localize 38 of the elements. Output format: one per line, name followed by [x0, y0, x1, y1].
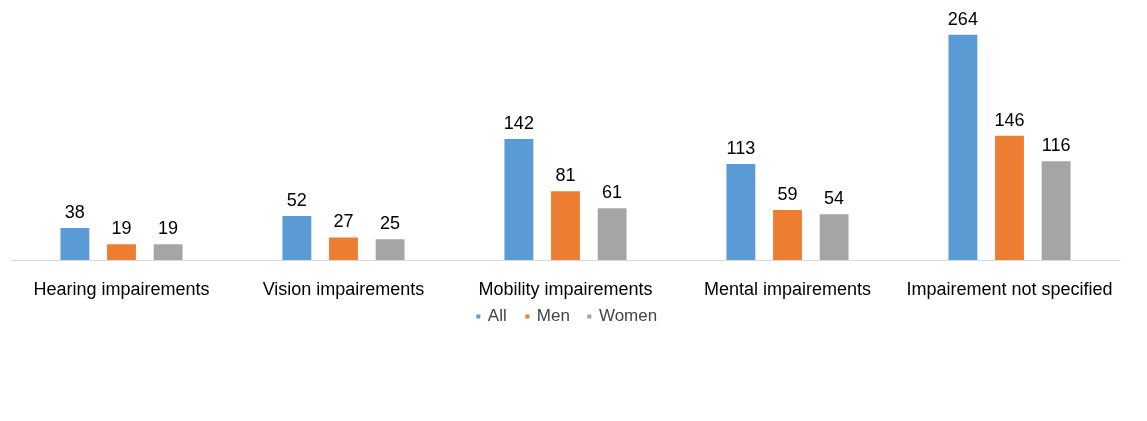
- data-label: 61: [602, 182, 623, 203]
- x-tick-label: Mental impairements: [703, 278, 872, 299]
- data-label: 38: [64, 202, 85, 223]
- data-label: 52: [286, 190, 307, 211]
- bar: [995, 135, 1024, 261]
- bar: [107, 244, 136, 261]
- data-label: 19: [158, 218, 179, 239]
- legend-label: All: [487, 306, 508, 326]
- bar: [60, 228, 90, 261]
- x-tick-label: Hearing impairements: [33, 278, 210, 299]
- bar: [504, 139, 534, 261]
- bar: [819, 214, 849, 261]
- bar: [375, 239, 405, 261]
- bar: [597, 208, 627, 261]
- data-label: 142: [503, 113, 534, 134]
- data-label: 264: [947, 8, 978, 29]
- data-label: 19: [111, 218, 132, 239]
- bar: [282, 216, 312, 261]
- bar: [153, 244, 183, 261]
- data-label: 54: [824, 188, 845, 209]
- x-tick-label: Mobility impairements: [478, 278, 653, 299]
- bar: [551, 191, 580, 261]
- legend-label: Women: [598, 306, 658, 326]
- data-label: 25: [380, 213, 401, 234]
- bar: [726, 163, 756, 261]
- bar: [329, 237, 358, 261]
- data-label: 27: [333, 211, 354, 232]
- data-label: 81: [555, 165, 576, 186]
- x-tick-label: Vision impairements: [262, 278, 425, 299]
- bar: [1041, 161, 1071, 261]
- bar: [948, 34, 978, 261]
- data-label: 146: [994, 109, 1025, 130]
- legend-label: Men: [536, 306, 570, 326]
- data-label: 116: [1041, 135, 1071, 156]
- data-label: 113: [726, 137, 756, 158]
- x-tick-label: Impairement not specified: [906, 278, 1113, 299]
- data-label: 59: [777, 184, 798, 205]
- bar: [773, 210, 802, 261]
